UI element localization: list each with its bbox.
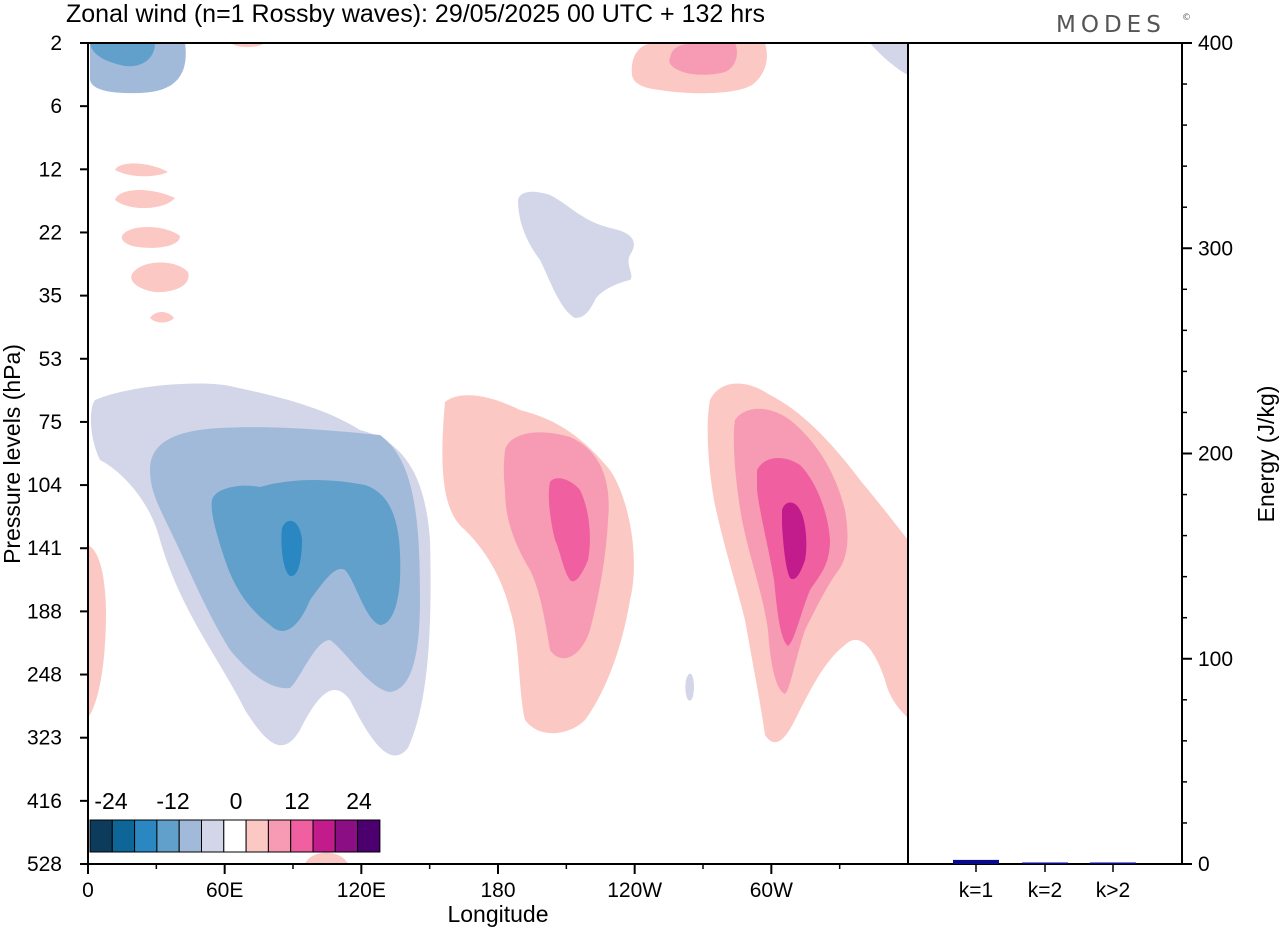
y-tick-label: 35 [39, 285, 62, 308]
bar-category-labels: k=1 k=2 k>2 [959, 864, 1130, 902]
contour-region [518, 191, 634, 318]
contour-region [115, 189, 175, 209]
y-tick-label: 12 [39, 158, 62, 181]
colorbar-swatch [111, 819, 136, 853]
contour-region [685, 673, 694, 701]
energy-bars [953, 859, 1136, 864]
y-axis-label: Pressure levels (hPa) [0, 344, 25, 564]
x-tick-label: 60E [206, 879, 243, 902]
contour-region [782, 502, 807, 580]
colorbar-swatch [201, 819, 225, 853]
contour-field [88, 43, 908, 864]
brand-mark: © [1182, 13, 1191, 23]
colorbar-swatch [156, 819, 180, 853]
contour-region [131, 262, 189, 293]
colorbar-swatch [223, 819, 247, 853]
x-tick-label: 0 [82, 879, 94, 902]
energy-tick-label: 200 [1198, 443, 1233, 466]
bar-category-label: k>2 [1096, 879, 1130, 902]
y-tick-label: 6 [50, 95, 62, 118]
contour-region [90, 43, 155, 67]
contour-region [115, 163, 168, 177]
contour-region [669, 43, 737, 75]
y-tick-label: 528 [27, 853, 62, 876]
colorbar-swatch [89, 819, 113, 853]
y-tick-label: 22 [39, 221, 62, 244]
colorbar-swatch [245, 819, 269, 853]
y-tick-label: 416 [27, 790, 62, 813]
y-tick-label: 141 [27, 537, 62, 560]
y-tick-label: 75 [39, 411, 62, 434]
colorbar-label: 12 [284, 788, 310, 814]
contour-region [211, 479, 401, 631]
y-tick-label: 53 [39, 348, 62, 371]
contour-region [230, 43, 265, 48]
energy-tick-label: 0 [1198, 853, 1210, 876]
colorbar-label: -24 [94, 788, 127, 814]
y-tick-label: 104 [27, 474, 62, 497]
x-axis-label: Longitude [447, 901, 548, 927]
colorbar-swatch [334, 819, 359, 853]
y-axis: 2 6 12 22 35 53 75 104 141 188 248 323 416 528 [27, 32, 88, 876]
energy-tick-label: 400 [1198, 32, 1233, 55]
colorbar-swatch [357, 819, 381, 853]
energy-bar [953, 859, 999, 864]
energy-bar [1022, 862, 1068, 864]
colorbar-swatch [290, 819, 314, 853]
contour-region [503, 432, 609, 659]
energy-bar [1090, 862, 1136, 864]
y-tick-label: 323 [27, 727, 62, 750]
x-axis: 0 60E 120E 180 120W 60W [82, 864, 841, 902]
bar-panel-frame [907, 42, 1183, 865]
contour-region [305, 852, 348, 864]
energy-tick-label: 300 [1198, 237, 1233, 260]
colorbar-label: -12 [156, 788, 189, 814]
colorbar-swatch [134, 819, 158, 853]
y-tick-label: 2 [50, 32, 62, 55]
x-tick-label: 120W [607, 879, 662, 902]
brand-logo: MODES [1056, 12, 1166, 38]
x-tick-label: 180 [480, 879, 515, 902]
colorbar-swatch [312, 819, 336, 853]
y-tick-label: 248 [27, 664, 62, 687]
colorbar-swatch [267, 819, 292, 853]
contour-region [150, 312, 174, 323]
colorbar [89, 819, 381, 853]
colorbar-label: 0 [230, 788, 243, 814]
contour-region [548, 478, 590, 582]
colorbar-swatch [178, 819, 202, 853]
contour-region [88, 545, 106, 718]
contour-region [121, 227, 180, 248]
y-tick-label: 188 [27, 600, 62, 623]
bar-category-label: k=2 [1028, 879, 1062, 902]
contour-region [281, 520, 302, 577]
colorbar-labels: -24 -12 0 12 24 [94, 788, 372, 814]
contour-region [870, 43, 908, 75]
x-tick-label: 60W [750, 879, 793, 902]
chart-title: Zonal wind (n=1 Rossby waves): 29/05/202… [66, 0, 765, 28]
energy-axis: 0 100 200 300 400 [1182, 32, 1233, 876]
energy-axis-label: Energy (J/kg) [1253, 386, 1279, 523]
colorbar-label: 24 [346, 788, 372, 814]
bar-category-label: k=1 [959, 879, 993, 902]
x-tick-label: 120E [337, 879, 386, 902]
energy-tick-label: 100 [1198, 648, 1233, 671]
